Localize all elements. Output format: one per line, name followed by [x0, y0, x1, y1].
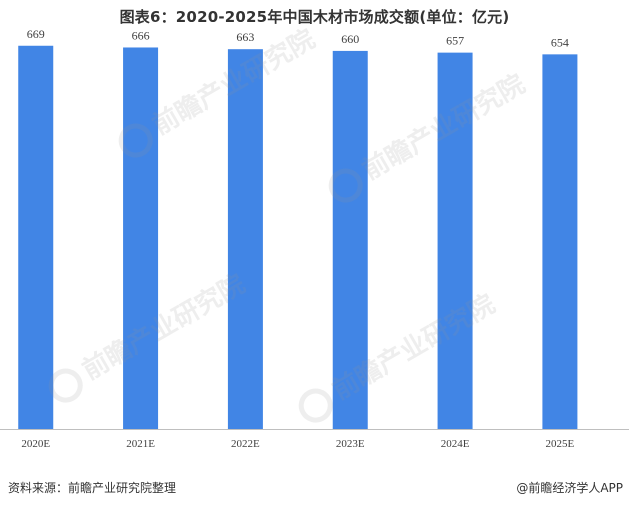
- x-tick-label-2023E: 2023E: [336, 438, 365, 450]
- bar-chart: 669 2020E 666 2021E 663 2022E 660 2023E 657 2024E…: [0, 27, 629, 450]
- x-tick-label-2024E: 2024E: [441, 438, 470, 450]
- data-label-2022E: 663: [236, 30, 254, 44]
- bar-2021E: [123, 47, 159, 429]
- x-tick-label-2021E: 2021E: [126, 438, 155, 450]
- data-label-2020E: 669: [27, 27, 45, 41]
- bar-2022E: [227, 49, 263, 430]
- data-label-2024E: 657: [446, 34, 464, 48]
- x-tick-label-2020E: 2020E: [21, 438, 50, 450]
- bar-2025E: [542, 54, 578, 429]
- x-tick-label-2025E: 2025E: [546, 438, 575, 450]
- data-label-2021E: 666: [132, 28, 150, 42]
- bar-2023E: [332, 50, 368, 430]
- data-label-2023E: 660: [341, 32, 359, 46]
- bar-2024E: [437, 52, 473, 429]
- brand-credit: @前瞻经济学人APP: [516, 481, 623, 495]
- data-label-2025E: 654: [551, 35, 569, 49]
- bar-2020E: [18, 45, 54, 429]
- chart-title: 图表6：2020-2025年中国木材市场成交额(单位：亿元): [119, 8, 510, 26]
- source-note: 资料来源：前瞻产业研究院整理: [8, 481, 177, 495]
- x-tick-label-2022E: 2022E: [231, 438, 260, 450]
